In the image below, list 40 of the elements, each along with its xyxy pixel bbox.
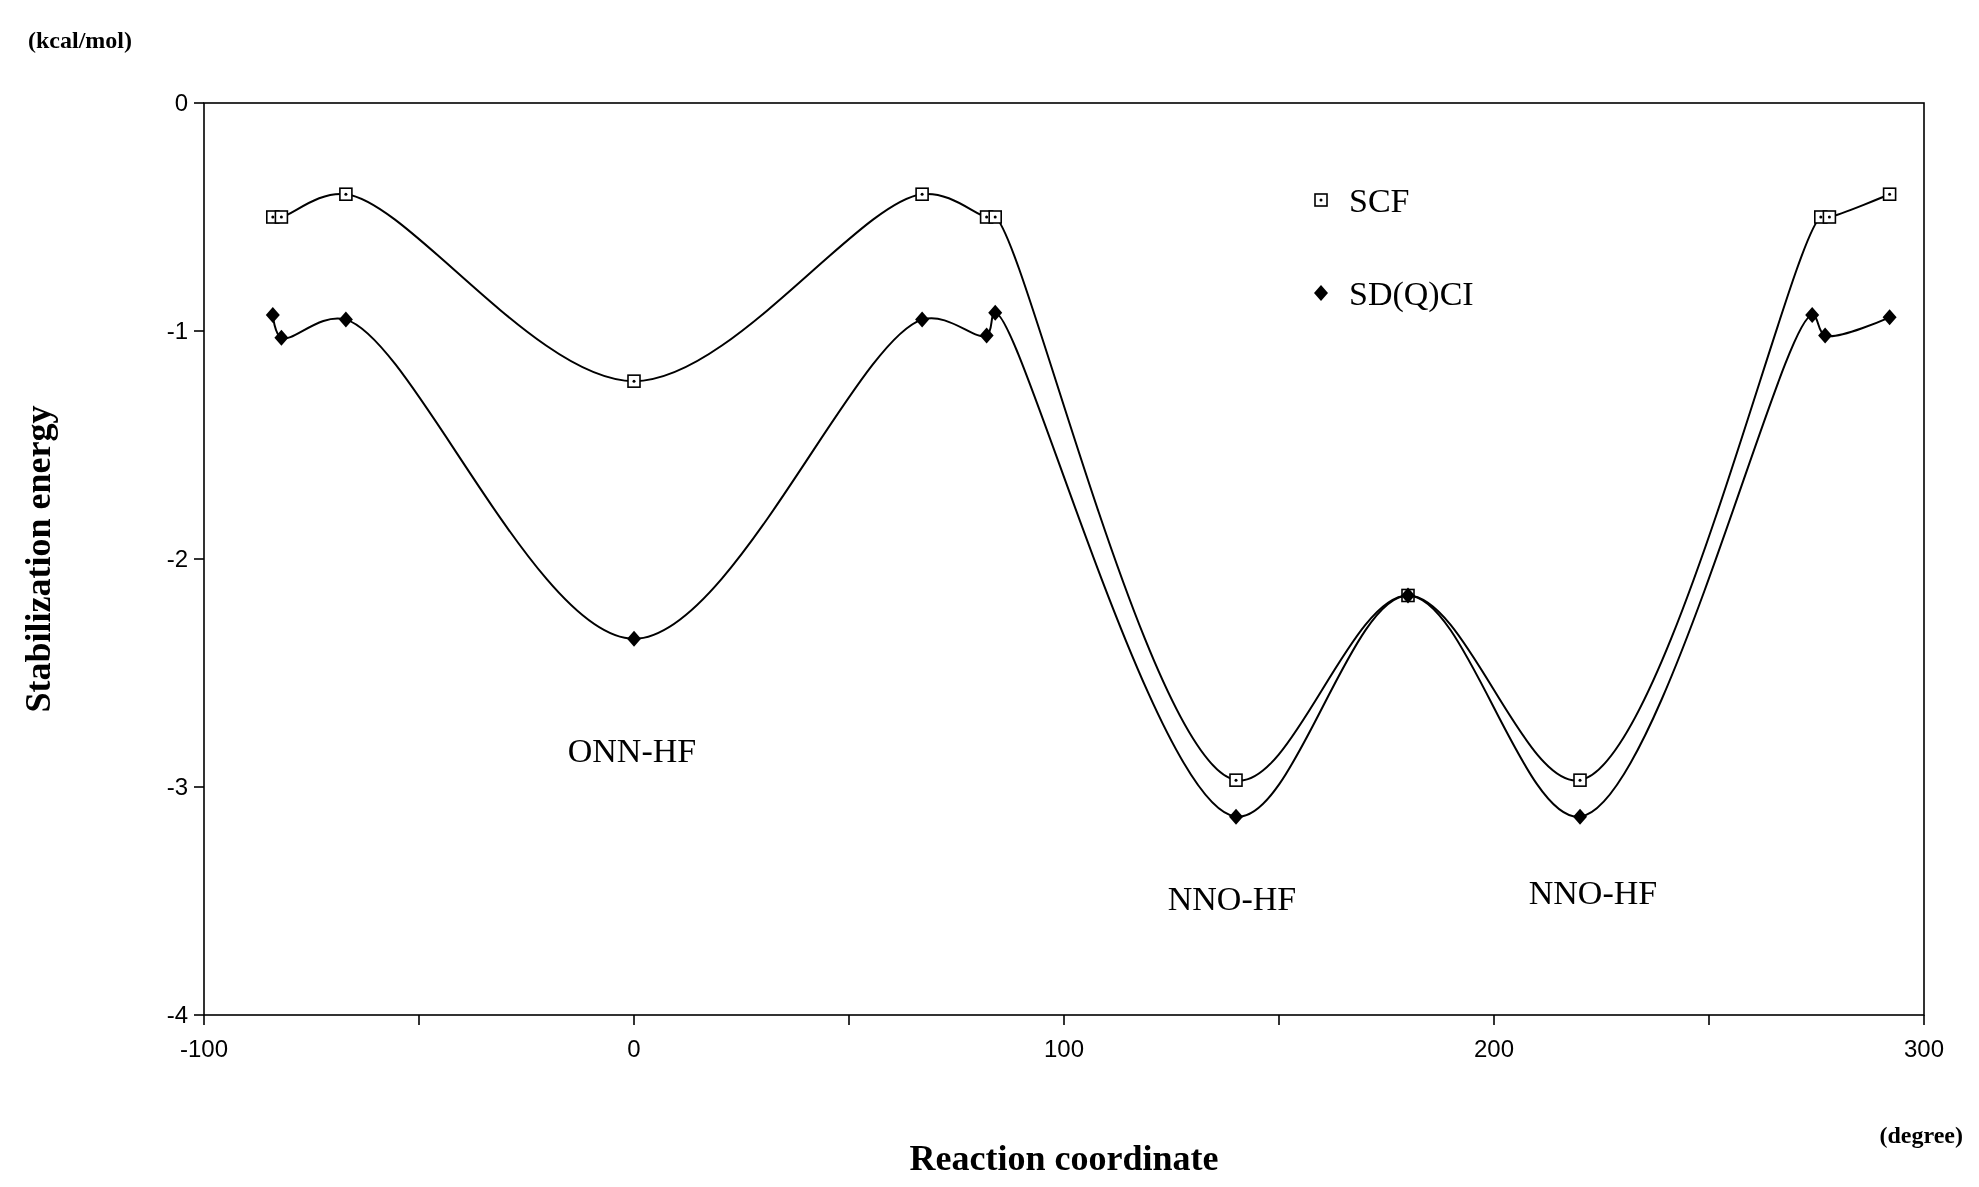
point: [339, 187, 353, 201]
point: [627, 374, 641, 388]
x-tick-label: 0: [627, 1035, 641, 1062]
x-tick-label: -100: [179, 1035, 229, 1062]
legend-label: SCF: [1349, 181, 1410, 219]
point: [627, 630, 641, 647]
y-tick-label: -3: [166, 773, 188, 801]
y-tick-label: -4: [166, 1001, 188, 1029]
point: [274, 329, 289, 346]
x-tick-label: 200: [1473, 1035, 1515, 1062]
text: (kcal/mol): [28, 27, 132, 53]
x-axis-title: Reaction coordinate: [909, 1138, 1219, 1178]
y-tick-label: -1: [166, 317, 188, 345]
annotation: NNO-HF: [1528, 873, 1658, 911]
point: [1573, 773, 1587, 787]
point: [1822, 210, 1837, 224]
text: (degree): [1879, 1122, 1963, 1148]
x-tick-label: 300: [1903, 1035, 1945, 1062]
point: [1805, 307, 1820, 324]
point: [1882, 309, 1897, 326]
legend-label: SD(Q)CI: [1349, 274, 1474, 313]
point: [988, 304, 1003, 321]
x-tick-label: 100: [1043, 1035, 1085, 1062]
point: [1229, 773, 1243, 787]
point: [915, 187, 929, 201]
point: [1229, 808, 1243, 825]
y-tick-label: 0: [174, 89, 188, 117]
point: [1882, 187, 1897, 201]
point: [915, 311, 930, 328]
annotation: NNO-HF: [1167, 879, 1297, 917]
annotation: ONN-HF: [567, 731, 697, 769]
y-tick-label: -2: [166, 545, 188, 573]
point: [338, 311, 353, 328]
point: [988, 210, 1002, 224]
point: [1573, 808, 1587, 825]
y-axis-title: Stabilization energy: [18, 405, 58, 713]
point: [1818, 327, 1833, 344]
point: [265, 307, 280, 324]
point: [274, 210, 289, 224]
point: [979, 327, 994, 344]
